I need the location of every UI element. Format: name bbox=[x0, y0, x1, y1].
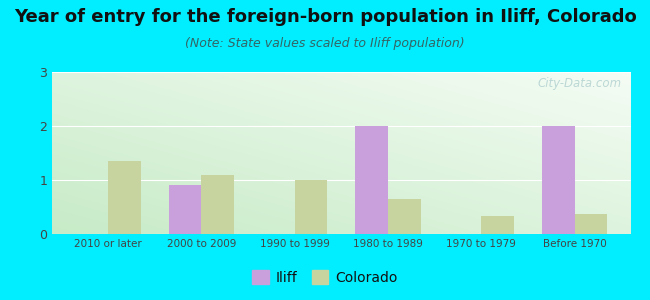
Bar bbox=[575, 214, 607, 234]
Bar bbox=[168, 185, 202, 234]
Bar bbox=[108, 161, 140, 234]
Bar bbox=[356, 126, 388, 234]
Text: Year of entry for the foreign-born population in Iliff, Colorado: Year of entry for the foreign-born popul… bbox=[14, 8, 636, 26]
Bar bbox=[294, 180, 327, 234]
Bar bbox=[202, 175, 234, 234]
Text: (Note: State values scaled to Iliff population): (Note: State values scaled to Iliff popu… bbox=[185, 38, 465, 50]
Bar bbox=[481, 216, 514, 234]
Legend: Iliff, Colorado: Iliff, Colorado bbox=[247, 264, 403, 290]
Text: City-Data.com: City-Data.com bbox=[538, 77, 622, 90]
Bar bbox=[388, 199, 421, 234]
Bar bbox=[542, 126, 575, 234]
